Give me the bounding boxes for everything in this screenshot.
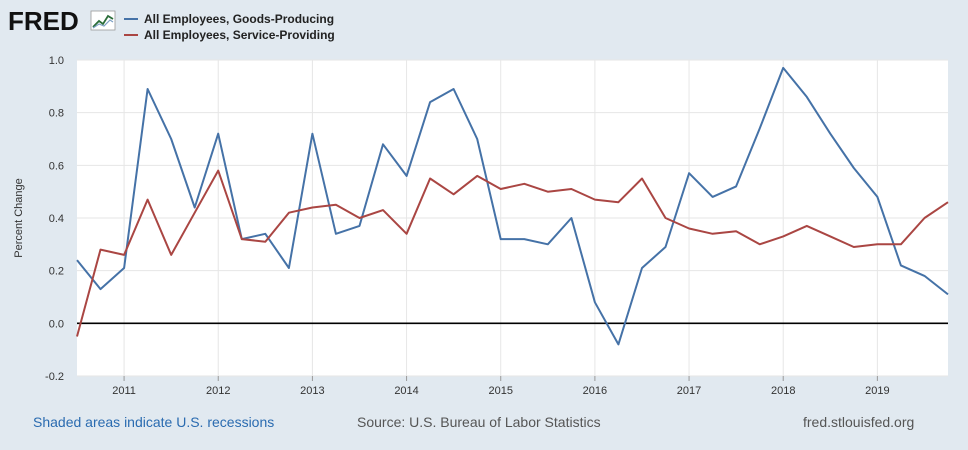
y-axis-ticks: 1.0 0.8 0.6 0.4 0.2 0.0 -0.2 [45, 55, 64, 383]
y-tick-label: 0.0 [49, 318, 64, 330]
legend-label-services: All Employees, Service-Providing [144, 28, 335, 42]
series-layer [76, 66, 949, 346]
fred-logo[interactable]: FRED [8, 6, 116, 36]
y-tick-label: 0.8 [49, 108, 64, 120]
x-axis-ticks: 2011 2012 2013 2014 2015 2016 2017 2018 2019 [112, 376, 890, 397]
x-tick-label: 2014 [394, 385, 418, 397]
x-tick-label: 2019 [865, 385, 889, 397]
source-text: Source: U.S. Bureau of Labor Statistics [357, 414, 601, 430]
y-tick-label: 0.2 [49, 266, 64, 278]
site-link[interactable]: fred.stlouisfed.org [803, 414, 915, 430]
line-chart-icon [90, 10, 116, 31]
y-tick-label: 1.0 [49, 55, 64, 67]
recession-note-link[interactable]: Shaded areas indicate U.S. recessions [33, 414, 275, 430]
y-tick-label: 0.4 [49, 213, 64, 225]
x-tick-label: 2015 [488, 385, 512, 397]
series-line-goods [76, 66, 949, 346]
y-tick-label: -0.2 [45, 371, 64, 383]
x-tick-label: 2017 [677, 385, 701, 397]
x-tick-label: 2018 [771, 385, 795, 397]
legend: All Employees, Goods-Producing All Emplo… [124, 12, 335, 42]
x-tick-label: 2013 [300, 385, 324, 397]
x-tick-label: 2016 [583, 385, 607, 397]
y-tick-label: 0.6 [49, 160, 64, 172]
x-tick-label: 2012 [206, 385, 230, 397]
legend-label-goods: All Employees, Goods-Producing [144, 12, 334, 26]
y-axis-label: Percent Change [13, 178, 25, 258]
x-tick-label: 2011 [112, 385, 136, 397]
logo-text: FRED [8, 6, 79, 36]
series-line-services [76, 169, 949, 337]
